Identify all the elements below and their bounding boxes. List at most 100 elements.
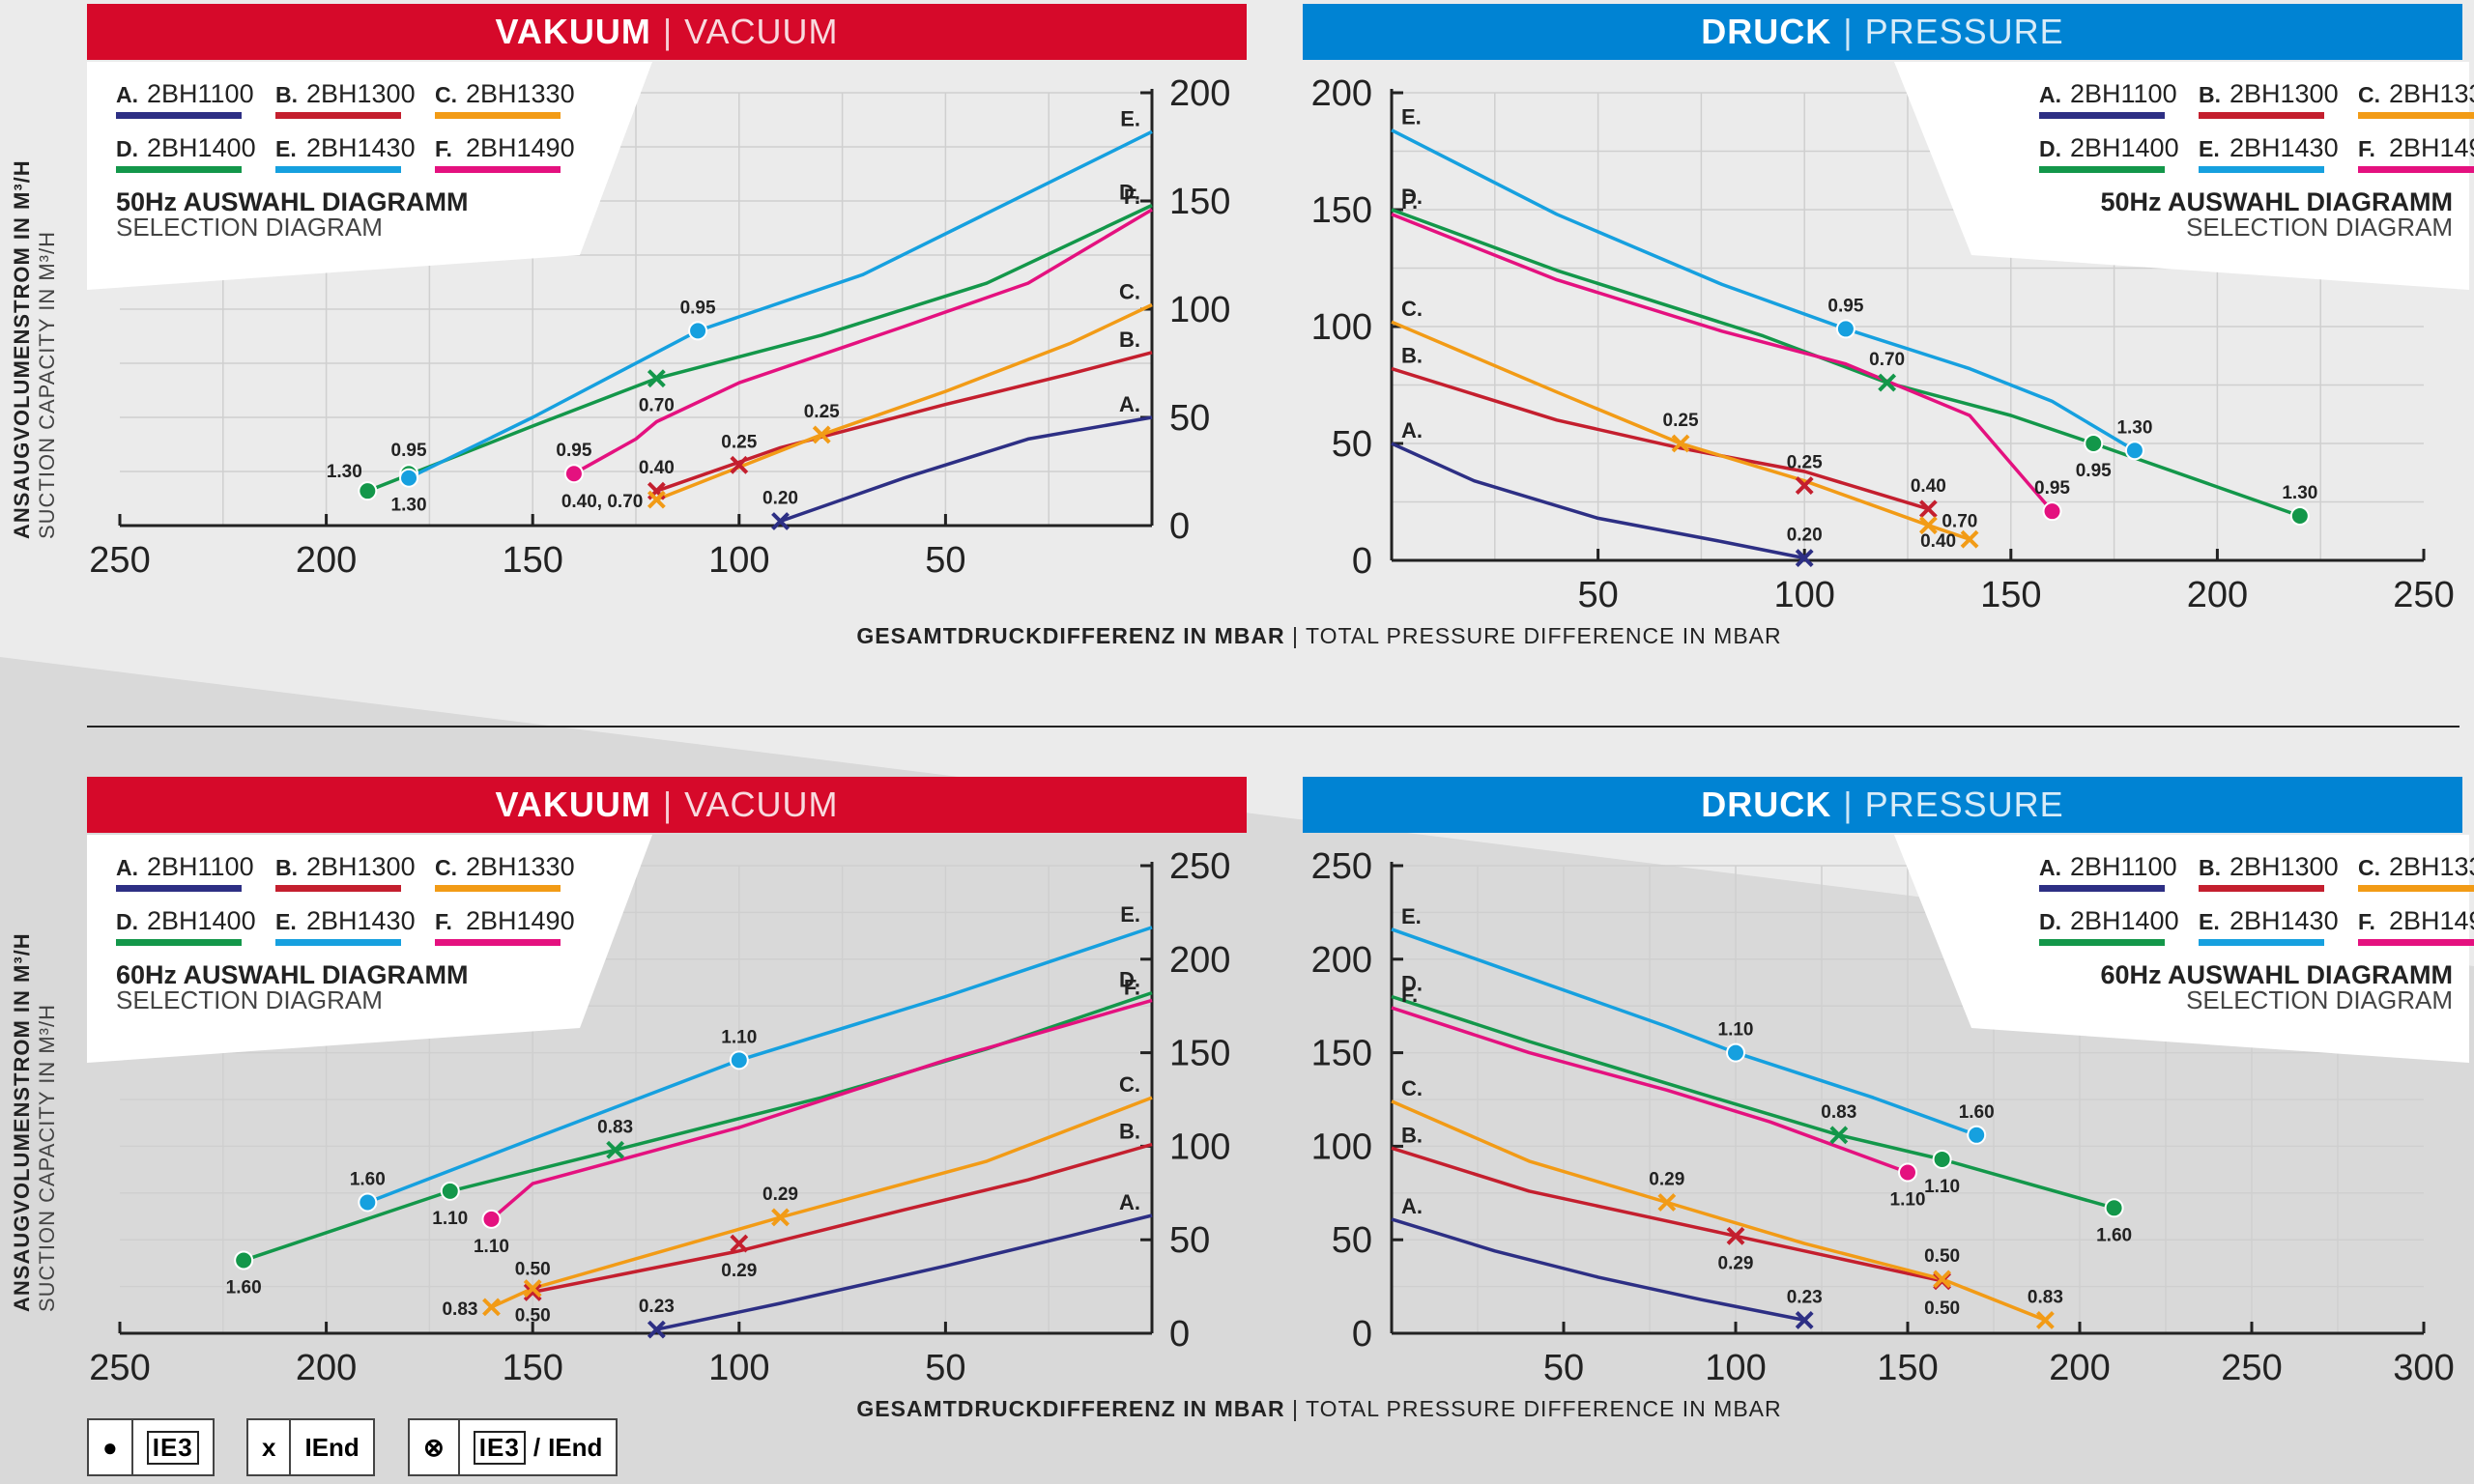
legend-name-D: 2BH1400 — [147, 906, 256, 935]
y-tick-label: 100 — [1311, 307, 1372, 348]
legend-letter-B: B. — [275, 855, 298, 880]
chart-subtitle: SELECTION DIAGRAM — [116, 213, 383, 242]
vacuum-header-sub: VACUUM — [684, 785, 839, 824]
marker-cross-C — [812, 425, 831, 444]
marker-label: 1.10 — [721, 1027, 757, 1047]
series-line-C — [490, 1096, 1153, 1309]
legend-swatch-D — [116, 939, 242, 946]
marker-label: 1.30 — [327, 462, 362, 482]
legend-letter-D: D. — [116, 909, 138, 934]
pressure-50hz-plot: 50 100 150 200 250 0 50 100 150 200 A. B. C. D. E. F. 0.… — [1311, 62, 2474, 615]
marker-label: 0.95 — [556, 441, 591, 461]
x-tick-label: 150 — [502, 540, 562, 581]
x-tick-label: 100 — [708, 540, 769, 581]
pressure-header-main: DRUCK — [1701, 785, 1832, 824]
marker-dot-E — [1726, 1042, 1745, 1063]
plot-group: 250 200 150 100 50 0 50 100 150 200 A. B. C. D. E. F. 0.… — [89, 73, 1230, 581]
marker-cross-C — [1933, 1270, 1952, 1289]
marker-label: 0.25 — [804, 402, 840, 422]
legend-swatch-C — [2358, 885, 2474, 892]
marker-label: 0.40 — [1920, 531, 1956, 552]
legend-letter-E: E. — [2199, 909, 2220, 934]
series-line-A — [1391, 1217, 1805, 1323]
legend-swatch-A — [116, 112, 242, 119]
vacuum-60hz-plot: 250 200 150 100 50 0 50 100 150 200 250 A. B. C. D. E. F… — [87, 835, 1230, 1388]
legend-name-F: 2BH1490 — [466, 906, 575, 935]
pressure-60hz-plot: 50 100 150 200 250 300 0 50 100 150 200 250 A. B. C. D.… — [1311, 835, 2474, 1388]
legend-swatch-D — [2039, 939, 2165, 946]
dot-symbol: ● — [102, 1432, 118, 1462]
series-end-label-B: B. — [1401, 344, 1423, 368]
x-axis-title-sub: TOTAL PRESSURE DIFFERENCE IN MBAR — [1305, 623, 1782, 648]
x-tick-label: 50 — [1577, 575, 1618, 615]
marker-cross-D — [1878, 373, 1897, 392]
marker-label: 0.70 — [1869, 350, 1905, 370]
chart-title: 50Hz AUSWAHL DIAGRAMM — [2100, 187, 2453, 216]
series-line-C — [1391, 1099, 2047, 1323]
series-line-E — [1391, 928, 1977, 1137]
legend-swatch-A — [2039, 112, 2165, 119]
header-separator: | — [662, 12, 674, 51]
x-tick-label: 250 — [89, 540, 150, 581]
x-tick-label: 250 — [2221, 1348, 2282, 1388]
marker-label: 0.83 — [442, 1299, 477, 1320]
marker-label: 0.23 — [1787, 1287, 1823, 1307]
series-end-label-F: F. — [1124, 975, 1140, 999]
legend-name-B: 2BH1300 — [2229, 79, 2339, 108]
series-end-label-A: A. — [1119, 1190, 1140, 1214]
marker-label: 0.83 — [597, 1117, 633, 1137]
series-end-label-B: B. — [1119, 1119, 1140, 1143]
legend-name-F: 2BH1490 — [2389, 133, 2474, 162]
legend-swatch-F — [435, 939, 561, 946]
marker-label: 0.95 — [2076, 461, 2112, 481]
series-end-label-B: B. — [1119, 328, 1140, 352]
legend-letter-D: D. — [116, 136, 138, 161]
marker-dot-E — [1835, 319, 1856, 339]
series-line-F — [490, 998, 1153, 1221]
x-axis-title-main: GESAMTDRUCKDIFFERENZ IN MBAR — [856, 1396, 1285, 1421]
legend-name-B: 2BH1300 — [2229, 852, 2339, 881]
y-tick-label: 150 — [1169, 182, 1230, 222]
marker-label: 1.60 — [2096, 1225, 2132, 1245]
series-end-label-F: F. — [1401, 189, 1418, 214]
legend-swatch-A — [2039, 885, 2165, 892]
y-tick-label: 50 — [1332, 1220, 1372, 1261]
header-separator: | — [1843, 12, 1854, 51]
series-end-label-E: E. — [1401, 904, 1422, 928]
series-line-A — [1391, 442, 1805, 560]
legend-swatch-B — [275, 885, 401, 892]
marker-cross-D — [606, 1140, 625, 1159]
y-tick-label: 100 — [1169, 1127, 1230, 1167]
y-tick-label: 50 — [1332, 424, 1372, 465]
series-end-label-D: D. — [1401, 972, 1423, 996]
marker-label: 0.29 — [721, 1261, 757, 1281]
marker-cross-C — [1918, 516, 1938, 535]
x-axis-title-main: GESAMTDRUCKDIFFERENZ IN MBAR — [856, 623, 1285, 648]
marker-cross-D — [647, 369, 666, 388]
ie3-label: IE3 — [146, 1430, 199, 1465]
chart-title: 60Hz AUSWAHL DIAGRAMM — [116, 960, 469, 989]
pressure-header-60hz: DRUCK | PRESSURE — [1303, 777, 2462, 833]
marker-dot-E — [1967, 1125, 1987, 1145]
legend-name-A: 2BH1100 — [2070, 852, 2177, 881]
marker-label: 0.83 — [1821, 1102, 1856, 1123]
marker-cross-A — [647, 1320, 666, 1339]
legend-swatch-F — [435, 166, 561, 173]
legend-name-A: 2BH1100 — [147, 79, 254, 108]
legend-swatch-D — [2039, 166, 2165, 173]
x-tick-label: 200 — [296, 1348, 357, 1388]
legend-letter-A: A. — [116, 855, 138, 880]
marker-label: 0.25 — [721, 432, 757, 452]
legend-letter-D: D. — [2039, 136, 2061, 161]
series-end-label-C: C. — [1119, 280, 1140, 304]
marker-cross-C — [523, 1279, 542, 1298]
legend-background — [1894, 835, 2469, 1063]
legend-name-C: 2BH1330 — [466, 852, 575, 881]
x-axis-title-bottom: GESAMTDRUCKDIFFERENZ IN MBAR | TOTAL PRE… — [836, 1396, 1802, 1422]
y-tick-label: 0 — [1169, 1314, 1190, 1355]
x-axis-title-top: GESAMTDRUCKDIFFERENZ IN MBAR | TOTAL PRE… — [836, 623, 1802, 649]
legend-panel: A. 2BH1100 B. 2BH1300 C. 2BH1330 D. 2BH1400 E. 2B… — [87, 62, 652, 290]
x-tick-label: 200 — [2187, 575, 2248, 615]
y-tick-label: 150 — [1311, 190, 1372, 231]
series-line-B — [532, 1142, 1153, 1295]
